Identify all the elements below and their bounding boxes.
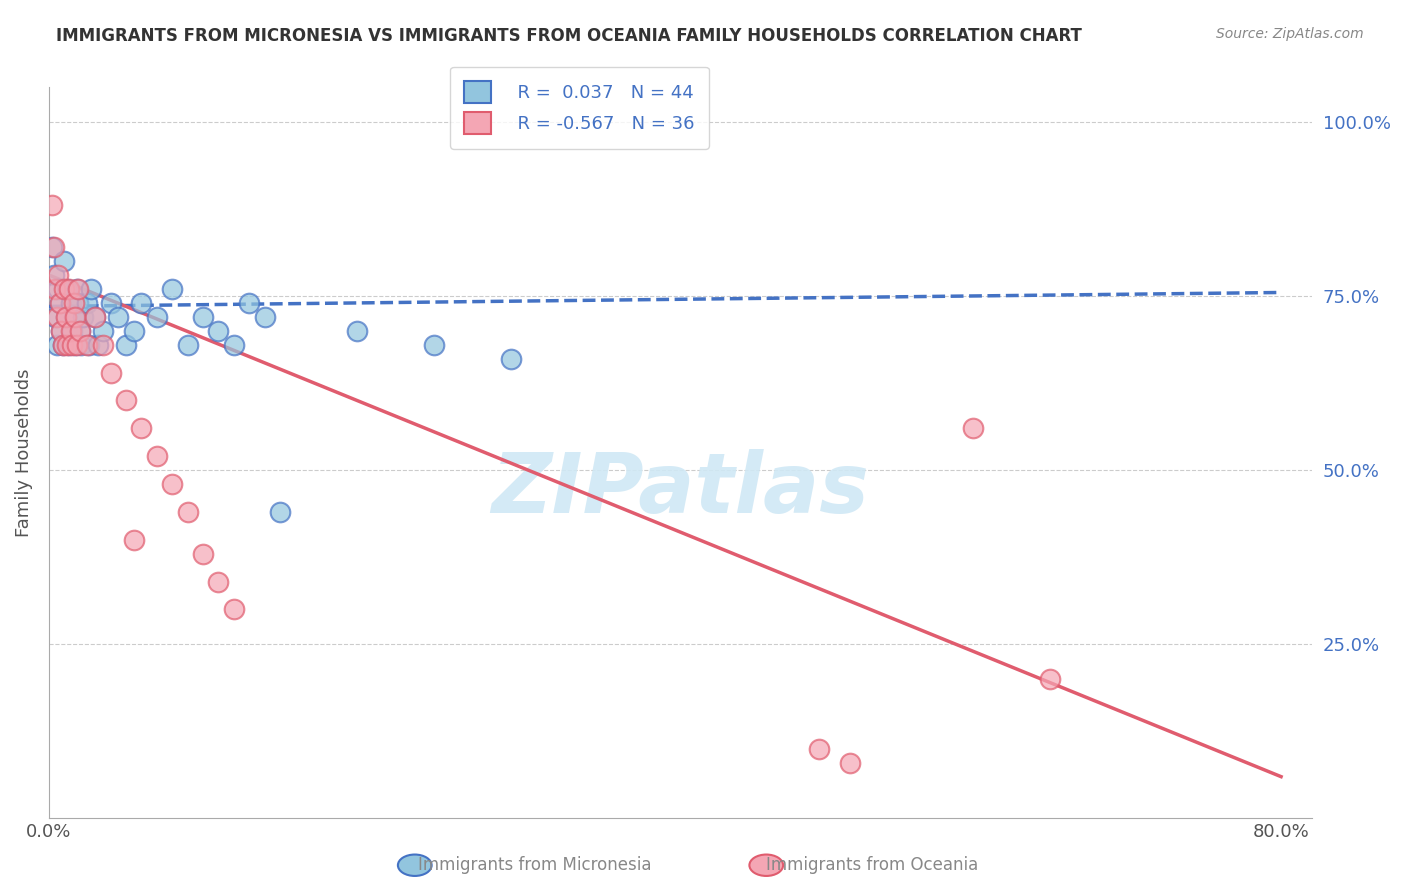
Point [45, 337, 67, 351]
Point [176, 337, 198, 351]
Y-axis label: Family Households: Family Households [15, 368, 32, 537]
Point [131, 421, 153, 435]
Point [100, 296, 122, 310]
Point [60, 337, 83, 351]
Point [207, 324, 229, 338]
Point [1039, 672, 1062, 686]
Point [48, 296, 70, 310]
Point [41, 198, 63, 212]
Point [79, 282, 101, 296]
Point [66, 282, 89, 296]
Point [51, 324, 73, 338]
Point [100, 366, 122, 380]
Point [253, 310, 276, 324]
Circle shape [398, 855, 432, 876]
Point [62, 310, 84, 324]
Point [122, 533, 145, 547]
Point [176, 505, 198, 519]
Point [222, 337, 245, 351]
Point [423, 337, 446, 351]
Point [66, 337, 89, 351]
Point [46, 268, 69, 282]
Circle shape [749, 855, 783, 876]
Point [59, 296, 82, 310]
Text: Immigrants from Oceania: Immigrants from Oceania [766, 856, 977, 874]
Point [70, 337, 93, 351]
Point [84, 310, 107, 324]
Point [59, 324, 82, 338]
Point [191, 310, 214, 324]
Point [76, 337, 98, 351]
Point [131, 296, 153, 310]
Point [63, 337, 86, 351]
Point [346, 324, 368, 338]
Point [52, 337, 75, 351]
Point [48, 296, 70, 310]
Point [91, 337, 114, 351]
Legend:   R =  0.037   N = 44,   R = -0.567   N = 36: R = 0.037 N = 44, R = -0.567 N = 36 [450, 67, 709, 149]
Text: Immigrants from Micronesia: Immigrants from Micronesia [418, 856, 651, 874]
Point [146, 310, 169, 324]
Point [56, 337, 79, 351]
Point [44, 310, 66, 324]
Point [115, 393, 138, 408]
Point [52, 337, 75, 351]
Point [62, 296, 84, 310]
Point [838, 756, 860, 770]
Point [160, 477, 183, 491]
Text: ZIPatlas: ZIPatlas [492, 449, 869, 530]
Text: IMMIGRANTS FROM MICRONESIA VS IMMIGRANTS FROM OCEANIA FAMILY HOUSEHOLDS CORRELAT: IMMIGRANTS FROM MICRONESIA VS IMMIGRANTS… [56, 27, 1083, 45]
Point [63, 310, 86, 324]
Point [55, 310, 77, 324]
Point [51, 324, 73, 338]
Point [69, 324, 91, 338]
Point [56, 282, 79, 296]
Point [67, 282, 90, 296]
Point [191, 547, 214, 561]
Point [808, 741, 831, 756]
Point [60, 324, 83, 338]
Point [87, 337, 110, 351]
Point [42, 240, 65, 254]
Point [84, 310, 107, 324]
Point [46, 282, 69, 296]
Point [238, 296, 260, 310]
Point [53, 282, 76, 296]
Point [69, 324, 91, 338]
Point [58, 282, 80, 296]
Point [91, 324, 114, 338]
Point [76, 296, 98, 310]
Point [44, 282, 66, 296]
Point [115, 337, 138, 351]
Point [499, 351, 522, 366]
Point [58, 337, 80, 351]
Point [41, 240, 63, 254]
Point [160, 282, 183, 296]
Point [42, 268, 65, 282]
Text: Source: ZipAtlas.com: Source: ZipAtlas.com [1216, 27, 1364, 41]
Point [72, 310, 94, 324]
Point [122, 324, 145, 338]
Point [45, 310, 67, 324]
Point [269, 505, 291, 519]
Point [222, 602, 245, 616]
Point [146, 449, 169, 463]
Point [67, 296, 90, 310]
Point [53, 254, 76, 268]
Point [77, 337, 100, 351]
Point [962, 421, 984, 435]
Point [55, 310, 77, 324]
Point [207, 574, 229, 589]
Point [107, 310, 129, 324]
